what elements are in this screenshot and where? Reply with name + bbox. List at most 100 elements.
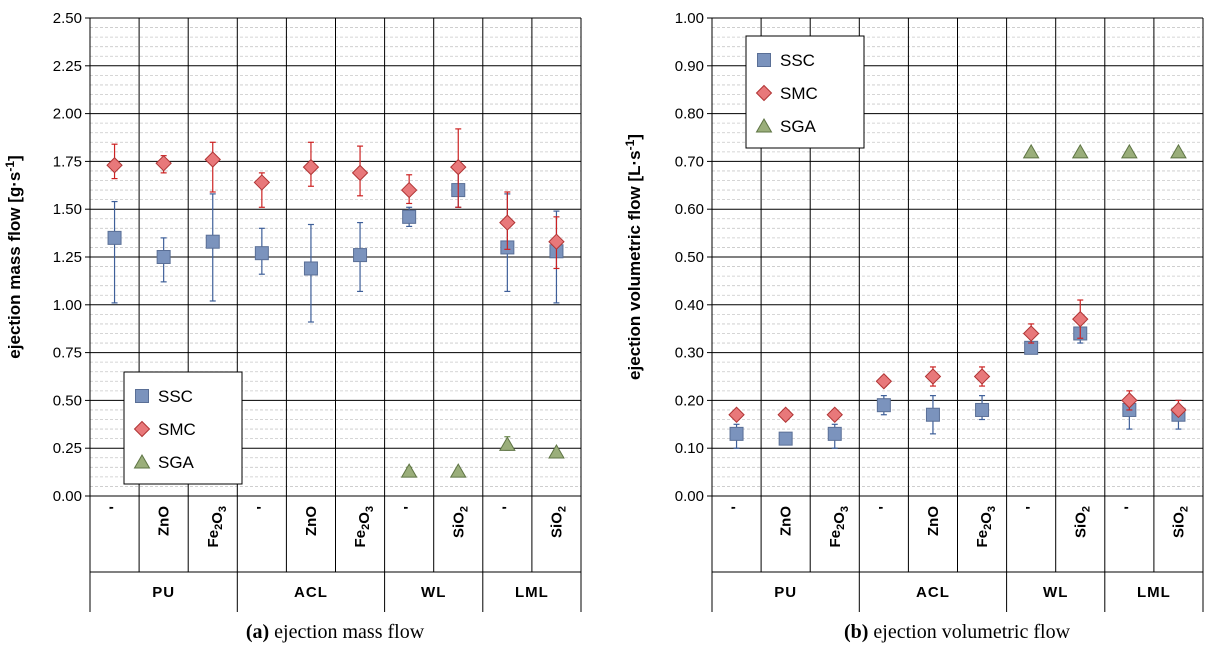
data-point-ssc [975,402,990,417]
category-label: SiO2 [1072,506,1092,538]
category-label: ZnO [925,506,942,536]
data-point-ssc [925,407,940,422]
data-point-smc [1121,392,1138,409]
data-point-smc [351,164,369,182]
y-tick-label: 0.30 [675,345,704,362]
data-point-smc [400,181,418,199]
legend-marker-smc [133,420,151,438]
series-sga [400,436,565,478]
y-tick-label: 0.70 [675,153,704,170]
legend-label-ssc: SSC [780,51,815,70]
category-label: Fe2O3 [827,506,851,547]
data-point-ssc [107,230,122,245]
data-point-ssc [205,234,220,249]
panel-caption: (b) ejection volumetric flow [844,621,1071,643]
category-label: ' [1121,506,1138,510]
legend-marker-sga [755,117,773,133]
category-label: Fe2O3 [205,506,229,547]
data-point-smc [204,151,221,168]
category-label: Fe2O3 [352,506,376,547]
group-label-wl: WL [421,584,446,601]
data-point-smc [924,368,942,385]
y-tick-label: 0.25 [53,440,82,457]
y-tick-label: 0.90 [675,58,704,75]
panel-caption: (a) ejection mass flow [246,621,425,643]
data-point-ssc [402,209,417,224]
data-point-smc [1022,325,1040,342]
y-tick-label: 0.00 [53,488,82,505]
group-label-pu: PU [774,584,797,601]
data-point-ssc [729,426,744,441]
legend-marker-ssc [135,389,149,403]
data-point-smc [875,373,893,390]
y-tick-label: 2.25 [53,58,82,75]
y-tick-label: 1.00 [675,10,704,27]
category-label: Fe2O3 [974,506,998,547]
group-label-lml: LML [1137,584,1171,601]
data-point-smc [106,157,123,174]
legend: SSC SMC SGA [123,371,243,485]
data-point-smc [826,406,843,423]
category-label: ' [729,506,746,510]
data-point-ssc [876,398,891,413]
data-point-smc [253,174,271,191]
data-point-sga [1120,143,1138,159]
group-label-acl: ACL [916,584,950,601]
legend: SSC SMC SGA [745,35,865,149]
legend-label-smc: SMC [158,420,196,439]
data-point-smc [1072,310,1089,328]
series-smc [728,299,1187,423]
data-point-sga [1022,143,1040,159]
data-point-smc [450,158,467,176]
y-tick-label: 0.00 [675,488,704,505]
data-point-ssc [254,246,269,261]
data-point-sga [498,436,516,451]
data-point-sga [400,463,418,478]
data-point-ssc [827,426,842,441]
legend-label-ssc: SSC [158,387,193,406]
y-tick-label: 0.40 [675,297,704,314]
data-point-smc [499,214,516,231]
legend-marker-smc [755,84,773,102]
data-point-ssc [303,261,318,276]
category-label: SiO2 [548,506,568,538]
category-label: SiO2 [1170,506,1190,538]
y-tick-label: 0.10 [675,440,704,457]
data-point-smc [155,155,172,172]
data-point-smc [777,406,794,423]
data-point-sga [548,444,565,459]
data-point-smc [302,158,320,176]
data-point-smc [1170,401,1187,419]
category-label: ' [254,506,271,510]
legend-marker-ssc [757,53,771,67]
legend-label-sga: SGA [158,453,195,472]
data-point-smc [728,406,745,423]
data-point-sga [1170,143,1187,159]
y-tick-label: 2.50 [53,10,82,27]
y-tick-label: 0.80 [675,106,704,123]
legend-marker-sga [133,453,151,469]
category-label: ZnO [303,506,320,536]
y-tick-label: 0.75 [53,345,82,362]
legend-label-smc: SMC [780,84,818,103]
category-label: SiO2 [450,506,470,538]
y-tick-label: 0.50 [53,392,82,409]
category-label: ' [876,506,893,510]
data-point-sga [449,463,467,478]
data-point-ssc [156,250,171,264]
y-tick-label: 1.00 [53,297,82,314]
chart-panel-1: 0.00 0.25 0.50 0.75 1.00 1.25 1.50 1.75 2.00 2.25… [3,10,582,643]
group-label-pu: PU [152,584,175,601]
group-label-acl: ACL [294,584,328,601]
data-point-smc [973,368,991,385]
data-point-ssc [778,431,793,446]
y-tick-label: 1.75 [53,153,82,170]
category-label: ' [1023,506,1040,510]
y-tick-label: 0.50 [675,249,704,266]
category-label: ' [401,506,418,510]
y-tick-label: 0.20 [675,392,704,409]
category-label: ' [107,506,124,510]
chart-panel-2: 0.00 0.10 0.20 0.30 0.40 0.50 0.60 0.70 0.80 0.90… [623,10,1204,643]
y-axis-label: ejection mass flow [g·s-1] [3,155,24,358]
